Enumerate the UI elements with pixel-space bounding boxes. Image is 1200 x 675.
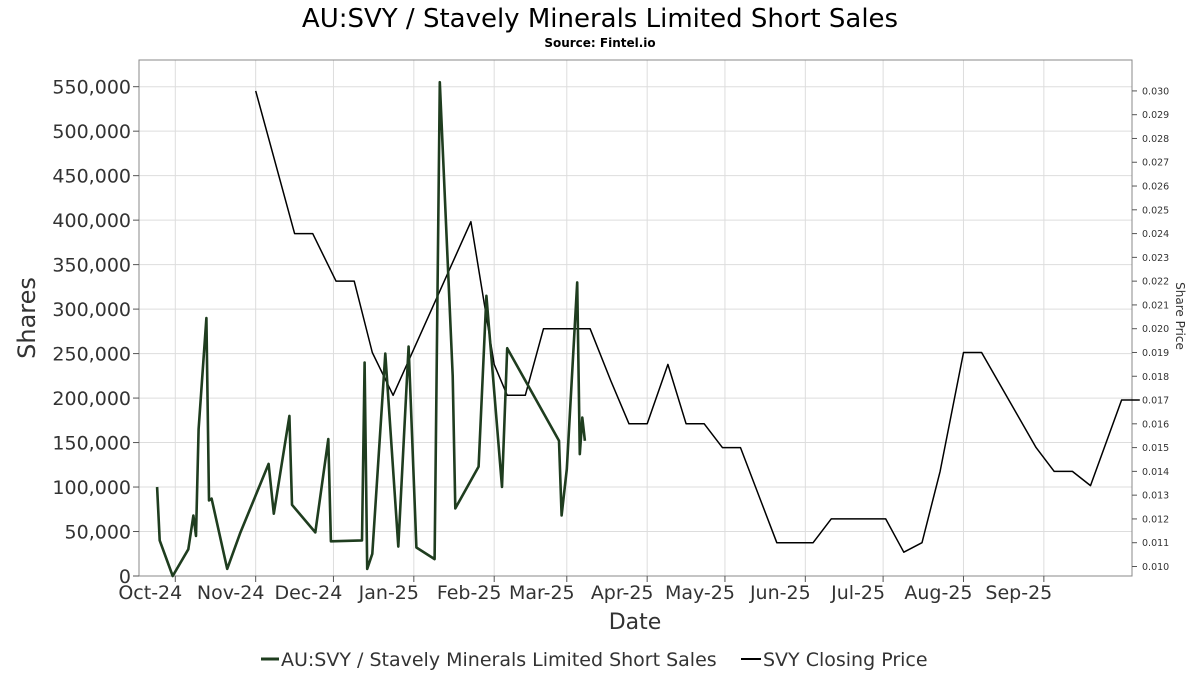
y2-tick-label: 0.026 bbox=[1142, 182, 1169, 193]
x-tick-label: Sep-25 bbox=[985, 582, 1052, 604]
y-tick-label: 100,000 bbox=[52, 477, 131, 499]
y2-tick-label: 0.028 bbox=[1142, 134, 1169, 145]
y2-tick-label: 0.010 bbox=[1142, 562, 1169, 573]
y-tick-label: 50,000 bbox=[65, 522, 131, 544]
y2-tick-label: 0.029 bbox=[1142, 110, 1169, 121]
y-axis: 0 50,000 100,000 150,000 200,000 250,000 300,0… bbox=[52, 77, 139, 588]
y2-tick-label: 0.022 bbox=[1142, 277, 1169, 288]
y2-tick-label: 0.015 bbox=[1142, 443, 1169, 454]
y2-tick-label: 0.014 bbox=[1142, 467, 1169, 478]
series-line-closing-price bbox=[254, 90, 1140, 553]
y2-tick-label: 0.021 bbox=[1142, 300, 1169, 311]
x-tick-label: Jan-25 bbox=[358, 582, 419, 604]
y2-axis-label: Share Price bbox=[1173, 282, 1187, 350]
y-tick-label: 150,000 bbox=[52, 433, 131, 455]
x-tick-label: Jun-25 bbox=[749, 582, 811, 604]
y2-axis: 0.010 0.011 0.012 0.013 0.014 0.015 0.016 0.017… bbox=[1132, 86, 1169, 573]
y2-tick-label: 0.012 bbox=[1142, 514, 1169, 525]
y2-tick-label: 0.018 bbox=[1142, 372, 1169, 383]
series-line-short-sales bbox=[155, 80, 587, 578]
y2-tick-label: 0.016 bbox=[1142, 419, 1169, 430]
legend: AU:SVY / Stavely Minerals Limited Short … bbox=[261, 649, 928, 671]
y2-tick-label: 0.017 bbox=[1142, 396, 1169, 407]
y-tick-label: 450,000 bbox=[52, 166, 131, 188]
y2-tick-label: 0.020 bbox=[1142, 324, 1169, 335]
y2-tick-label: 0.019 bbox=[1142, 348, 1169, 359]
y2-tick-label: 0.025 bbox=[1142, 205, 1169, 216]
grid bbox=[139, 60, 1132, 577]
x-tick-label: Oct-24 bbox=[118, 582, 182, 604]
legend-label-short-sales: AU:SVY / Stavely Minerals Limited Short … bbox=[281, 649, 717, 671]
x-axis-label: Date bbox=[609, 610, 662, 635]
y2-tick-label: 0.013 bbox=[1142, 491, 1169, 502]
x-tick-label: Nov-24 bbox=[197, 582, 265, 604]
y-axis-label: Shares bbox=[13, 277, 41, 359]
y-tick-label: 0 bbox=[119, 566, 131, 588]
series-layer bbox=[155, 80, 1140, 578]
y-tick-label: 350,000 bbox=[52, 255, 131, 277]
y-tick-label: 300,000 bbox=[52, 299, 131, 321]
x-tick-label: Apr-25 bbox=[591, 582, 654, 604]
y2-tick-label: 0.024 bbox=[1142, 229, 1169, 240]
chart-subtitle: Source: Fintel.io bbox=[544, 36, 655, 50]
x-tick-label: Mar-25 bbox=[509, 582, 575, 604]
chart-title: AU:SVY / Stavely Minerals Limited Short … bbox=[302, 4, 898, 34]
y-tick-label: 550,000 bbox=[52, 77, 131, 99]
x-tick-label: Jul-25 bbox=[830, 582, 885, 604]
x-tick-label: Dec-24 bbox=[275, 582, 343, 604]
x-tick-label: Feb-25 bbox=[437, 582, 502, 604]
x-tick-label: May-25 bbox=[665, 582, 735, 604]
y-tick-label: 250,000 bbox=[52, 344, 131, 366]
plot-area-frame bbox=[138, 59, 1133, 577]
legend-label-closing-price: SVY Closing Price bbox=[763, 649, 928, 671]
y-tick-label: 200,000 bbox=[52, 388, 131, 410]
y2-tick-label: 0.011 bbox=[1142, 538, 1169, 549]
y2-tick-label: 0.030 bbox=[1142, 86, 1169, 97]
x-tick-label: Aug-25 bbox=[904, 582, 972, 604]
y-tick-label: 400,000 bbox=[52, 210, 131, 232]
y2-tick-label: 0.027 bbox=[1142, 158, 1169, 169]
x-axis: Oct-24 Nov-24 Dec-24 Jan-25 Feb-25 Mar-25 Apr-… bbox=[118, 576, 1052, 604]
y-tick-label: 500,000 bbox=[52, 121, 131, 143]
y2-tick-label: 0.023 bbox=[1142, 253, 1169, 264]
